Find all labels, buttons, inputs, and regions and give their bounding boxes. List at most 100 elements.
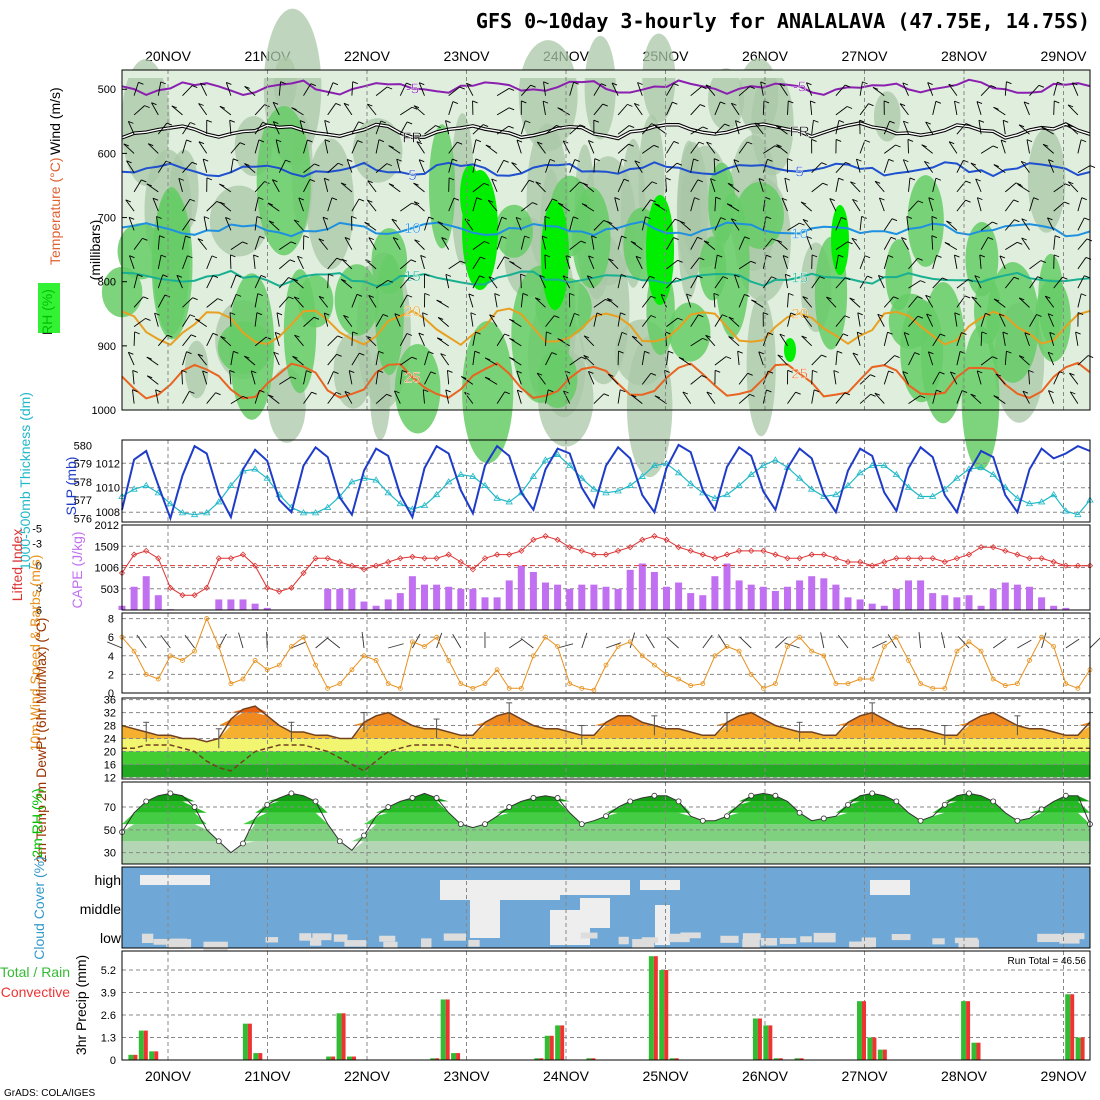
wind-barb (267, 202, 280, 212)
wind-barb-feather (698, 141, 705, 145)
wind-barb (835, 392, 846, 404)
wind-tick-label: 4 (108, 651, 114, 663)
wind-barb (1021, 237, 1030, 250)
wind-barb-feather (993, 395, 999, 399)
thickness-point (178, 509, 187, 516)
wind-barb-feather (906, 216, 912, 219)
wind-speed-point (603, 662, 609, 668)
wind-barb (448, 141, 458, 154)
wind-barb-feather (189, 314, 196, 318)
wind-barb (182, 122, 191, 135)
wind-barb-feather (343, 314, 349, 318)
temperature-contour (121, 161, 1091, 178)
wind-barb (400, 202, 413, 212)
wind-barb-feather (259, 235, 265, 239)
cloud-patch-low (720, 935, 739, 943)
wind-speed-point (337, 681, 343, 687)
wind-barb-feather (760, 81, 766, 85)
slp-tick-label: 1008 (96, 507, 120, 519)
date-label-bottom: 23NOV (444, 1068, 491, 1084)
wind-barb-feather (125, 199, 131, 203)
wind-barb (225, 82, 232, 96)
rh-blob-moist (965, 222, 999, 297)
wind-barb-feather (891, 218, 898, 222)
cape-bar (251, 603, 259, 610)
thickness-point (856, 469, 864, 476)
cape-bar (905, 580, 912, 610)
temperature-side-label: Temperature (°C) (47, 157, 63, 265)
precip-total-bar (544, 1035, 550, 1060)
surface-wind-barb (266, 631, 268, 649)
wind-barb (809, 100, 813, 115)
wind-barb (182, 85, 193, 96)
wind-barb-feather (1040, 260, 1046, 263)
lifted-index-point (820, 551, 827, 558)
wind-barb (420, 255, 425, 269)
wind-barb (516, 390, 522, 404)
lifted-index-point (796, 555, 803, 562)
wind-barb (496, 107, 510, 116)
pressure-tick-label: 900 (98, 341, 116, 353)
wind-barb (932, 255, 937, 269)
precip-convective-bar (674, 1058, 679, 1060)
lifted-index-point (941, 558, 948, 566)
cloud-patch-low (800, 936, 812, 943)
wind-barb-feather (424, 292, 430, 296)
cloud-frame (121, 866, 1091, 949)
wind-barb-feather (992, 356, 998, 360)
wind-barb-feather (226, 82, 232, 85)
wind-barb (496, 391, 506, 404)
wind-barb (496, 125, 509, 135)
wind-barb (1075, 331, 1079, 346)
wind-barb-feather (532, 202, 538, 205)
wind-barb (872, 86, 885, 97)
wind-barb-feather (289, 259, 296, 263)
lifted-index-point (324, 555, 331, 562)
wind-barb-feather (165, 160, 172, 164)
wind-barb-feather (634, 103, 640, 106)
wind-barb (182, 139, 187, 154)
thickness-tick-label: 578 (74, 477, 92, 489)
wind-barb (327, 335, 338, 347)
wind-barb-feather (1002, 331, 1009, 335)
cape-bar (917, 580, 925, 610)
wind-barb (230, 241, 243, 250)
rh-point (724, 813, 730, 820)
precip-convective-bar (258, 1053, 263, 1060)
cape-bar (820, 578, 828, 610)
pressure-tick-label: 800 (98, 277, 116, 289)
wind-barb-feather (727, 182, 734, 186)
wind-barb-feather (230, 254, 236, 258)
wind-barb (690, 337, 703, 347)
wind-barb-feather (1023, 101, 1030, 105)
lifted-index-point (554, 536, 561, 543)
wind-barb (921, 144, 933, 154)
wind-barb-feather (197, 353, 204, 357)
wind-barb (569, 216, 574, 231)
wind-barb (705, 84, 716, 96)
wind-barb-feather (811, 254, 818, 258)
lifted-index-point (421, 555, 428, 562)
wind-barb (908, 395, 921, 404)
wind-barb (516, 139, 522, 154)
wind-barb (970, 162, 982, 173)
wind-barb-feather (470, 312, 476, 316)
wind-barb-feather (944, 242, 951, 245)
wind-barb (303, 316, 315, 327)
wind-barb-feather (445, 273, 452, 277)
cape-bar (469, 588, 477, 610)
surface-wind-barb (918, 632, 922, 649)
wind-barb (303, 83, 312, 96)
wind-barb-feather (242, 395, 249, 399)
precip-convective-bar (549, 1035, 554, 1060)
wind-barb (327, 371, 334, 385)
wind-speed-point (809, 648, 815, 654)
wind-barb-feather (482, 124, 489, 128)
wind-barb (835, 333, 844, 347)
wind-barb (219, 183, 232, 193)
wind-barb-feather (484, 376, 491, 380)
cape-bar (638, 563, 646, 610)
wind-barb-feather (313, 316, 320, 320)
wind-barb (883, 255, 889, 269)
temperature-contour (121, 220, 1091, 238)
